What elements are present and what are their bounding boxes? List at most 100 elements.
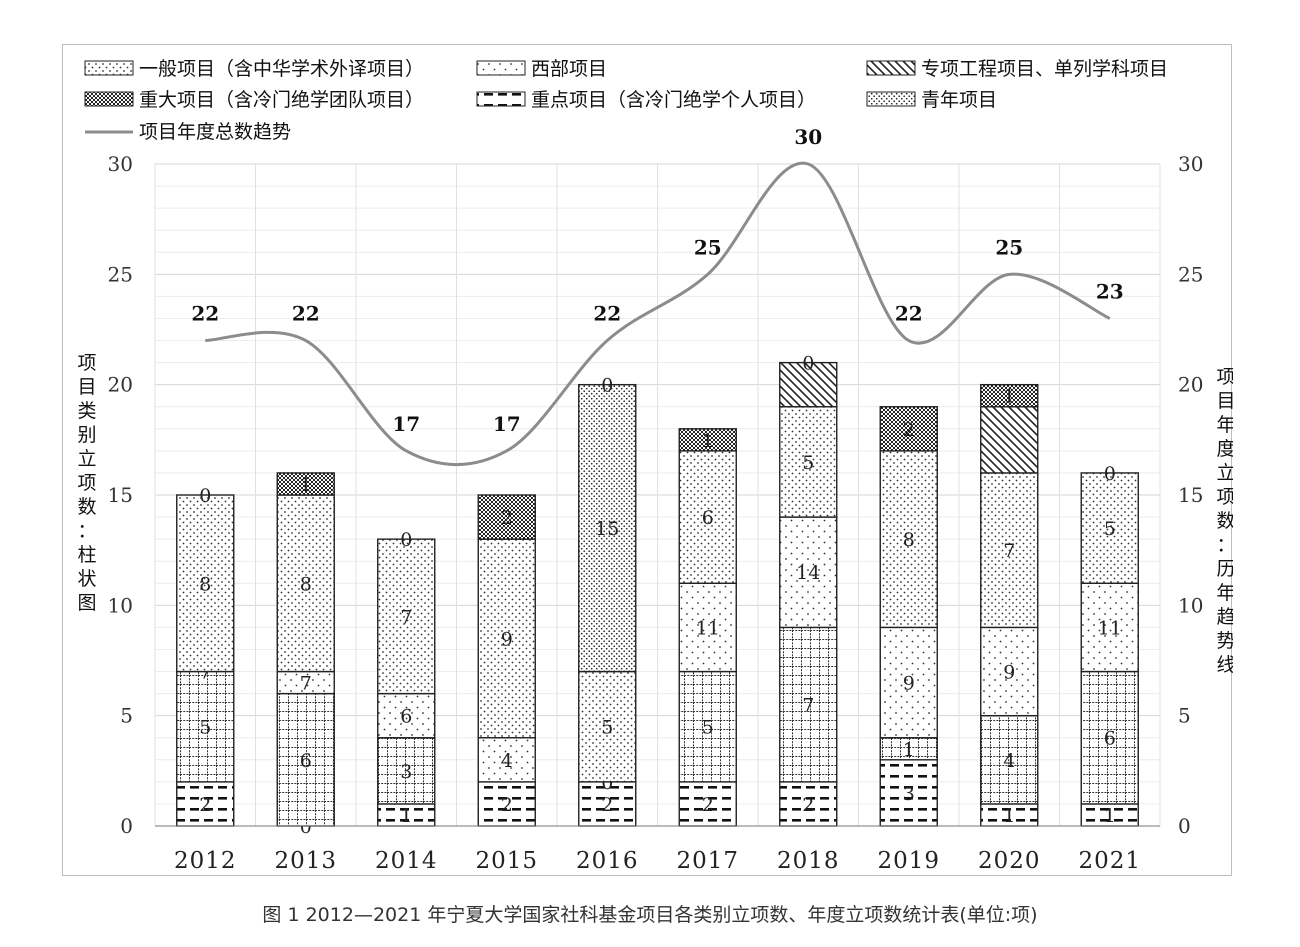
bar-segment: [678, 670, 737, 783]
bar-segment-label: 3: [400, 761, 412, 783]
x-tick-label: 2018: [777, 848, 840, 874]
bar-segment: [980, 383, 1039, 408]
bar-segment: [477, 494, 536, 540]
y-tick-right: 15: [1178, 483, 1203, 507]
legend-label-general: 一般项目（含中华学术外译项目）: [139, 58, 424, 80]
axis-title-char: 项: [1216, 366, 1233, 388]
x-tick-label: 2019: [877, 848, 940, 874]
bar-segment: [779, 516, 838, 629]
axis-title-char: 线: [1216, 654, 1233, 676]
bar-segment: [176, 670, 235, 783]
bar-segment: [276, 494, 335, 673]
bar-segment: [477, 538, 536, 739]
bar-segment-label: 3: [903, 783, 915, 805]
axis-title-char: 图: [77, 592, 96, 614]
y-axis-left-title: 项目类别立项数：柱状图: [77, 352, 96, 614]
legend-label-major: 重大项目（含冷门绝学团队项目）: [139, 89, 424, 111]
bar-segment-label: 5: [601, 717, 613, 739]
bar-segment-label: 2: [601, 794, 613, 816]
axis-title-char: 状: [77, 568, 96, 590]
bar-segment-label: 6: [300, 750, 312, 772]
legend-label-trend: 项目年度总数趋势: [139, 121, 291, 143]
bar-segment-label: 2: [702, 794, 714, 816]
bar-segment: [879, 626, 938, 739]
bar-segment-label: 0: [802, 353, 814, 375]
y-tick-left: 10: [108, 593, 133, 617]
axis-title-char: 历: [1216, 558, 1233, 580]
bar-segment: [678, 450, 737, 584]
bar-segment-label: 8: [199, 573, 211, 595]
bar-segment-label: 7: [300, 673, 312, 695]
bar-segment-label: 1: [1003, 386, 1015, 408]
bar-segment-label: 4: [501, 750, 513, 772]
axis-title-char: 年: [1216, 582, 1233, 604]
axis-title-char: 趋: [1216, 606, 1233, 628]
y-tick-right: 0: [1178, 814, 1191, 838]
x-tick-label: 2016: [576, 848, 639, 874]
trend-value-label: 17: [493, 412, 521, 436]
legend: 一般项目（含中华学术外译项目） 西部项目 专项工程项目、单列学科项目 重大项目（…: [84, 58, 1168, 143]
bar-stack-2020: 1 4 9 7 1: [980, 383, 1039, 827]
bar-segment-label: 6: [1104, 728, 1116, 750]
legend-swatch-western: [476, 60, 526, 76]
y-tick-right: 10: [1178, 593, 1203, 617]
bar-segment-label: 2: [802, 794, 814, 816]
bar-segment: [578, 781, 637, 827]
bar-segment: [176, 494, 235, 673]
bar-segment-label: 0: [601, 375, 613, 397]
bar-segment: [980, 714, 1039, 805]
axis-title-char: 度: [1216, 438, 1233, 460]
bar-segment: [377, 737, 436, 805]
bar-segment-label: 9: [1003, 662, 1015, 684]
bar-segment-label: 14: [796, 562, 820, 584]
bar-segment: [276, 472, 335, 496]
chart-frame: 一般项目（含中华学术外译项目） 西部项目 专项工程项目、单列学科项目 重大项目（…: [62, 44, 1233, 876]
bar-segment-label: 1: [400, 805, 412, 827]
bar-segment-label: 9: [501, 628, 513, 650]
y-tick-left: 15: [108, 483, 133, 507]
legend-swatch-special: [866, 60, 916, 76]
bar-stack-2014: 1 3 6 7 0: [377, 529, 436, 827]
bar-segment-label: 9: [903, 673, 915, 695]
axis-title-char: 势: [1216, 630, 1233, 652]
bar-segment-label: 0: [400, 529, 412, 551]
axis-title-char: 立: [77, 448, 96, 470]
bar-segment: [779, 626, 838, 783]
axis-title-char: 项: [77, 352, 96, 374]
bar-segment-label: 2: [199, 794, 211, 816]
trend-value-label: 22: [593, 302, 621, 326]
bar-segment: [980, 472, 1039, 629]
x-tick-label: 2015: [475, 848, 538, 874]
bars: 2578006781136702492205150251161271450319…: [176, 353, 1139, 838]
bar-segment-label: 7: [802, 695, 814, 717]
x-tick-label: 2014: [375, 848, 438, 874]
bar-stack-2015: 2 4 9 2: [477, 494, 536, 827]
bar-stack-2018: 2 7 14 5 0: [779, 353, 838, 827]
trend-value-label: 22: [191, 302, 219, 326]
bar-segment-label: 0: [1104, 463, 1116, 485]
bar-segment-label: 1: [702, 430, 714, 452]
axis-title-char: ：: [1216, 534, 1233, 556]
bar-segment-label: 1: [300, 474, 312, 496]
trend-value-label: 22: [895, 302, 923, 326]
bar-segment: [678, 428, 737, 452]
bar-segment-label: 5: [802, 452, 814, 474]
axis-title-char: ：: [77, 520, 96, 542]
bar-stack-2021: 1 6 11 5 0: [1080, 463, 1139, 827]
bar-segment: [1080, 670, 1139, 805]
bar-segment-label: 5: [702, 717, 714, 739]
trend-value-label: 17: [392, 412, 420, 436]
axis-title-char: 项: [1216, 486, 1233, 508]
bar-segment: [377, 538, 436, 695]
axis-title-char: 数: [77, 496, 96, 518]
axis-title-char: 项: [77, 472, 96, 494]
bar-segment-label: 11: [1098, 617, 1122, 639]
bar-segment-label: 2: [501, 794, 513, 816]
axis-title-char: 目: [1216, 390, 1233, 412]
x-tick-label: 2013: [274, 848, 337, 874]
stacked-bar-chart: 一般项目（含中华学术外译项目） 西部项目 专项工程项目、单列学科项目 重大项目（…: [77, 58, 1233, 874]
trend-value-label: 23: [1096, 279, 1124, 303]
bar-segment: [779, 361, 838, 408]
y-tick-left: 20: [108, 373, 133, 397]
legend-swatch-key: [476, 91, 526, 107]
